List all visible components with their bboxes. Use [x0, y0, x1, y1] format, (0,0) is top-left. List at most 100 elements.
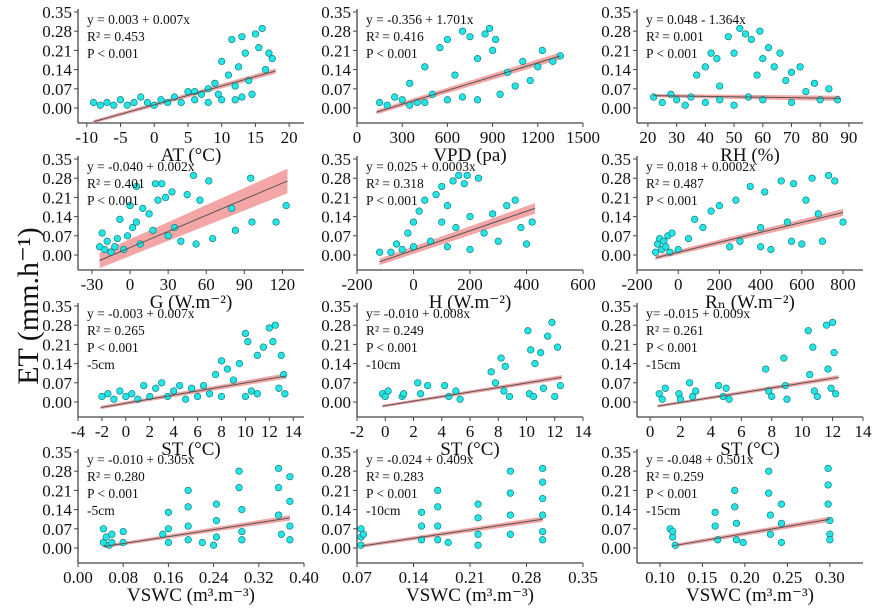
data-point — [198, 538, 206, 547]
r-squared-annotation: R² = 0.416 — [366, 29, 424, 44]
data-point — [725, 395, 733, 403]
data-point — [415, 207, 423, 215]
data-point — [726, 243, 734, 251]
data-point — [231, 82, 239, 90]
data-point — [421, 98, 429, 107]
x-tick-label: 0 — [646, 422, 655, 441]
regression-line — [99, 180, 288, 261]
y-tick-label: 0.35 — [321, 297, 351, 316]
data-point — [139, 204, 147, 212]
data-point — [810, 387, 818, 395]
data-point — [162, 193, 170, 201]
x-tick-label: 70 — [783, 128, 800, 147]
x-tick-label: 6 — [193, 422, 202, 441]
panel-12: 0.000.070.140.210.280.35 0.10 0.15 0.20 0.25… — [601, 443, 863, 606]
data-point — [218, 96, 226, 104]
y-tick-label: 0.21 — [601, 41, 631, 60]
data-point — [699, 223, 707, 232]
data-point — [764, 44, 773, 52]
data-point — [398, 245, 406, 254]
x-tick-label: 2 — [409, 422, 418, 441]
data-point — [473, 96, 482, 104]
depth-annotation: -15cm — [646, 503, 681, 518]
x-tick-label: 0.08 — [108, 568, 138, 587]
x-tick-label: 0.15 — [688, 568, 718, 587]
x-tick-label: -2 — [95, 422, 109, 441]
data-point — [196, 196, 204, 204]
data-point — [110, 101, 118, 109]
data-point — [668, 229, 676, 237]
r-squared-annotation: R² = 0.318 — [366, 176, 424, 191]
depth-annotation: -10cm — [366, 357, 401, 372]
x-tick-label: 800 — [830, 275, 856, 294]
data-point — [128, 390, 136, 398]
data-point — [474, 541, 482, 549]
data-point — [822, 321, 831, 329]
data-point — [104, 390, 112, 398]
data-point — [839, 218, 847, 226]
x-tick-label: 0 — [353, 128, 362, 147]
y-tick-label: 0.07 — [42, 374, 72, 393]
data-point — [417, 522, 426, 530]
data-point — [766, 530, 774, 538]
y-tick-label: 0.14 — [321, 501, 351, 520]
x-tick-label: 0.40 — [289, 568, 319, 587]
data-point — [667, 90, 675, 98]
regression-line — [93, 70, 276, 123]
data-point — [661, 384, 669, 392]
data-point — [491, 379, 500, 387]
data-point — [103, 98, 111, 107]
data-point — [808, 174, 816, 182]
panel-6: 0.000.070.140.210.280.35-200 0 200 400 600 80… — [601, 150, 863, 313]
data-point — [193, 392, 202, 401]
x-tick-label: 1200 — [521, 128, 555, 147]
data-point — [527, 346, 535, 354]
data-point — [730, 101, 738, 109]
data-point — [406, 79, 414, 87]
y-tick-label: 0.14 — [42, 61, 72, 80]
y-tick-label: 0.35 — [601, 443, 631, 462]
y-tick-label: 0.14 — [601, 208, 631, 227]
data-point — [701, 63, 709, 71]
data-point — [434, 486, 442, 495]
data-point — [286, 497, 294, 505]
data-point — [211, 79, 219, 87]
data-point — [761, 188, 769, 196]
data-point — [383, 101, 391, 109]
x-tick-label: -2 — [350, 422, 364, 441]
data-point — [281, 390, 289, 398]
data-point — [409, 218, 418, 226]
data-point — [119, 538, 127, 547]
data-point — [205, 390, 214, 398]
data-point — [759, 96, 767, 104]
data-point — [443, 35, 452, 44]
y-tick-label: 0.21 — [42, 188, 72, 207]
data-point — [432, 191, 440, 199]
data-point — [501, 362, 509, 370]
r-squared-annotation: R² = 0.453 — [87, 29, 145, 44]
data-point — [692, 387, 700, 395]
data-point — [247, 174, 255, 182]
data-point — [235, 484, 243, 492]
data-point — [810, 79, 819, 87]
data-point — [212, 533, 221, 541]
data-point — [204, 98, 212, 107]
data-point — [184, 522, 192, 530]
y-tick-label: 0.00 — [601, 246, 631, 265]
data-point — [789, 180, 798, 188]
data-point — [524, 327, 532, 335]
y-tick-label: 0.28 — [321, 169, 351, 188]
data-point — [265, 49, 273, 57]
data-point — [177, 237, 185, 245]
data-point — [387, 248, 395, 256]
data-point — [251, 30, 260, 38]
data-point — [223, 365, 232, 373]
data-point — [757, 223, 765, 232]
data-point — [701, 98, 709, 107]
depth-annotation: -15cm — [646, 357, 681, 372]
y-tick-label: 0.07 — [601, 520, 631, 539]
x-tick-label: -5 — [113, 128, 127, 147]
data-point — [474, 514, 482, 522]
data-point — [674, 245, 682, 254]
x-tick-label: 0.21 — [455, 568, 485, 587]
